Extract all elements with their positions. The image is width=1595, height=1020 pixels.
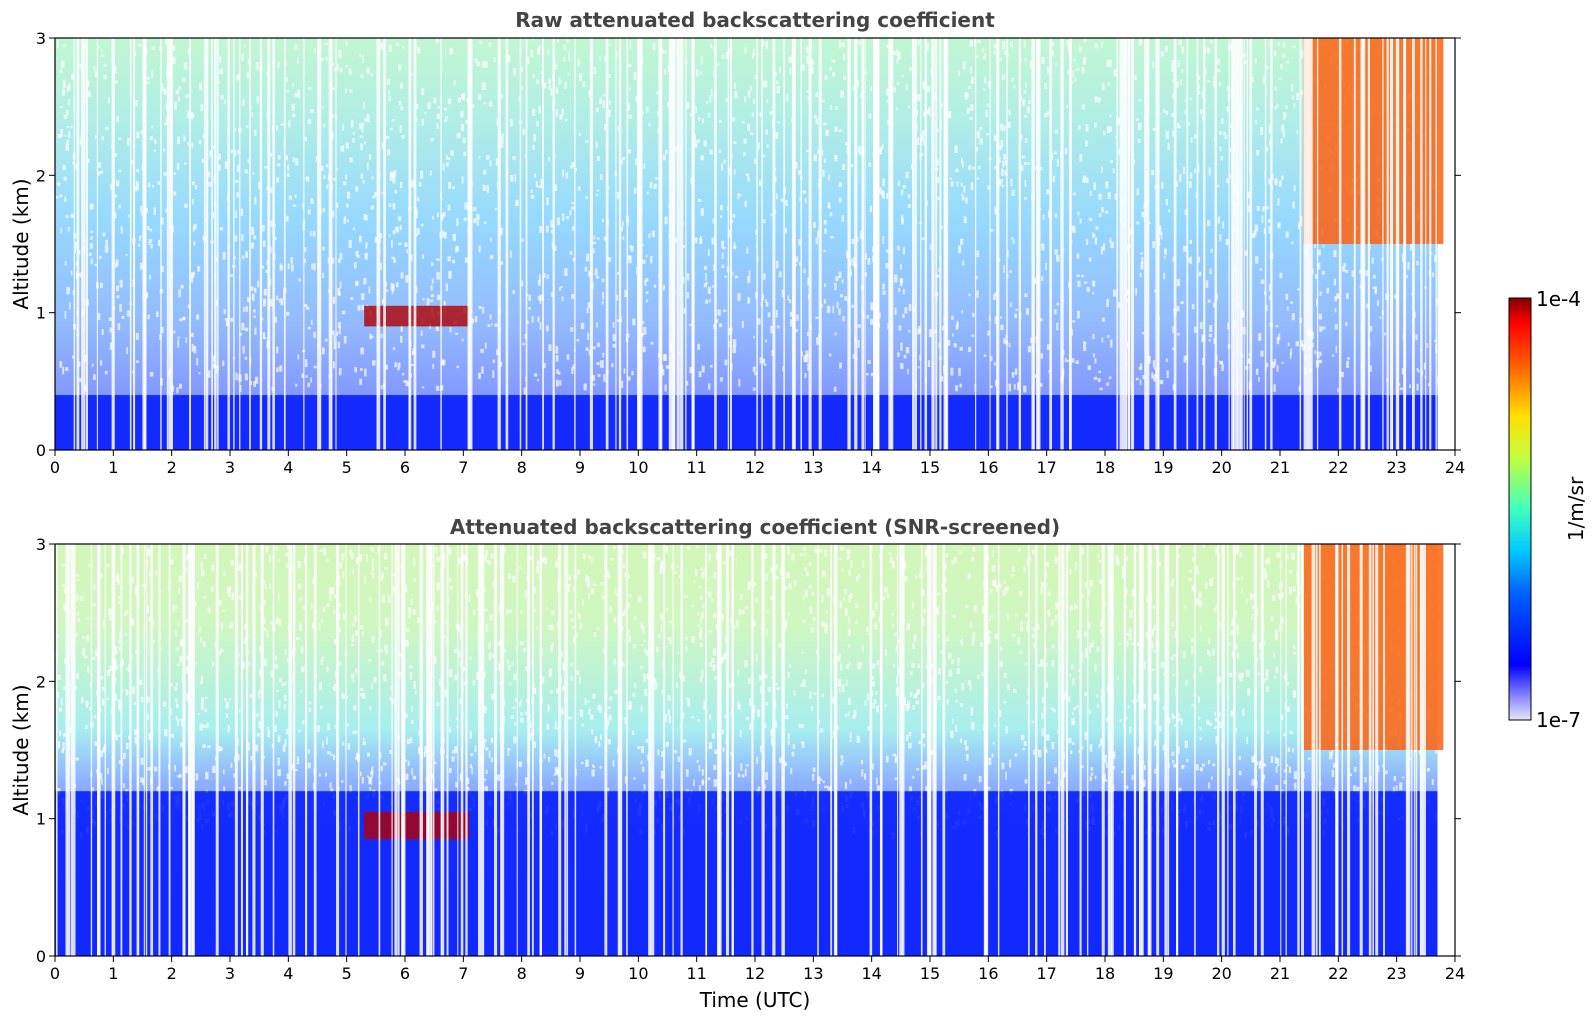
data-dropouts <box>55 544 1427 956</box>
top-x-tick-label: 13 <box>803 458 823 477</box>
top-feature-dense-blue-layer <box>55 395 1438 450</box>
top-x-tick-label: 16 <box>978 458 998 477</box>
bottom-x-tick-label: 20 <box>1211 964 1231 983</box>
bottom-x-tick-label: 16 <box>978 964 998 983</box>
bottom-x-tick-label: 23 <box>1386 964 1406 983</box>
bottom-x-tick-label: 24 <box>1445 964 1465 983</box>
top-x-tick-label: 10 <box>628 458 648 477</box>
bottom-x-tick-label: 1 <box>108 964 118 983</box>
bottom-feature-thin-aerosol-feature <box>364 811 470 840</box>
top-x-tick-label: 2 <box>167 458 177 477</box>
top-x-tick-label: 21 <box>1270 458 1290 477</box>
colorbar-max-label: 1e-4 <box>1536 287 1581 311</box>
top-x-tick-label: 15 <box>920 458 940 477</box>
bottom-x-tick-label: 19 <box>1153 964 1173 983</box>
bottom-x-tick-label: 9 <box>575 964 585 983</box>
bottom-x-tick-label: 22 <box>1328 964 1348 983</box>
top-x-tick-label: 23 <box>1386 458 1406 477</box>
bottom-x-tick-label: 5 <box>342 964 352 983</box>
x-axis-label: Time (UTC) <box>699 988 811 1012</box>
colorbar-min-label: 1e-7 <box>1536 708 1581 732</box>
top-axis-ticks: 0 1 2 3 4 5 6 7 8 9 10 11 12 13 14 15 16 17 18 19 20 21 22 23 24… <box>36 29 1465 477</box>
top-x-tick-label: 3 <box>225 458 235 477</box>
bottom-axis-ticks: 0 1 2 3 4 5 6 7 8 9 10 11 12 13 14 15 16 17 18 19 20 21 22 23 24… <box>36 535 1465 983</box>
bottom-y-tick-label: 3 <box>36 535 46 554</box>
top-y-tick-label: 2 <box>36 166 46 185</box>
top-heatmap-plot <box>55 38 1444 450</box>
top-x-tick-label: 11 <box>686 458 706 477</box>
top-x-tick-label: 14 <box>861 458 881 477</box>
top-x-tick-label: 24 <box>1445 458 1465 477</box>
bottom-x-tick-label: 4 <box>283 964 293 983</box>
top-x-tick-label: 18 <box>1095 458 1115 477</box>
top-x-tick-label: 4 <box>283 458 293 477</box>
bottom-x-tick-label: 13 <box>803 964 823 983</box>
top-y-axis-label: Altitude (km) <box>9 178 33 309</box>
top-feature-thin-aerosol-feature <box>364 305 470 327</box>
bottom-x-tick-label: 12 <box>745 964 765 983</box>
bottom-y-tick-label: 0 <box>36 947 46 966</box>
top-x-tick-label: 7 <box>458 458 468 477</box>
bottom-feature-dense-blue-layer <box>55 791 1438 956</box>
bottom-x-tick-label: 2 <box>167 964 177 983</box>
top-x-tick-label: 5 <box>342 458 352 477</box>
top-x-tick-label: 9 <box>575 458 585 477</box>
data-dropouts <box>73 38 1437 450</box>
bottom-y-axis-label: Altitude (km) <box>9 684 33 815</box>
bottom-x-tick-label: 8 <box>517 964 527 983</box>
top-x-tick-label: 12 <box>745 458 765 477</box>
top-x-tick-label: 22 <box>1328 458 1348 477</box>
bottom-heatmap-plot <box>55 544 1444 956</box>
bottom-x-tick-label: 3 <box>225 964 235 983</box>
top-x-tick-label: 8 <box>517 458 527 477</box>
bottom-x-tick-label: 18 <box>1095 964 1115 983</box>
top-y-tick-label: 1 <box>36 304 46 323</box>
top-feature-cloud <box>1303 38 1444 244</box>
bottom-x-tick-label: 17 <box>1036 964 1056 983</box>
bottom-x-tick-label: 21 <box>1270 964 1290 983</box>
top-chart-title: Raw attenuated backscattering coefficien… <box>515 8 995 32</box>
top-x-tick-label: 20 <box>1211 458 1231 477</box>
bottom-x-tick-label: 0 <box>50 964 60 983</box>
top-x-tick-label: 6 <box>400 458 410 477</box>
top-y-tick-label: 0 <box>36 441 46 460</box>
top-x-tick-label: 1 <box>108 458 118 477</box>
bottom-x-tick-label: 14 <box>861 964 881 983</box>
top-y-tick-label: 3 <box>36 29 46 48</box>
bottom-x-tick-label: 15 <box>920 964 940 983</box>
colorbar <box>1508 297 1532 721</box>
bottom-y-tick-label: 1 <box>36 810 46 829</box>
bottom-x-tick-label: 6 <box>400 964 410 983</box>
top-x-tick-label: 19 <box>1153 458 1173 477</box>
bottom-y-tick-label: 2 <box>36 672 46 691</box>
top-x-tick-label: 17 <box>1036 458 1056 477</box>
top-x-tick-label: 0 <box>50 458 60 477</box>
colorbar-unit-label: 1/m/sr <box>1564 476 1588 541</box>
bottom-x-tick-label: 7 <box>458 964 468 983</box>
bottom-chart-title: Attenuated backscattering coefficient (S… <box>450 515 1060 539</box>
bottom-x-tick-label: 10 <box>628 964 648 983</box>
bottom-x-tick-label: 11 <box>686 964 706 983</box>
